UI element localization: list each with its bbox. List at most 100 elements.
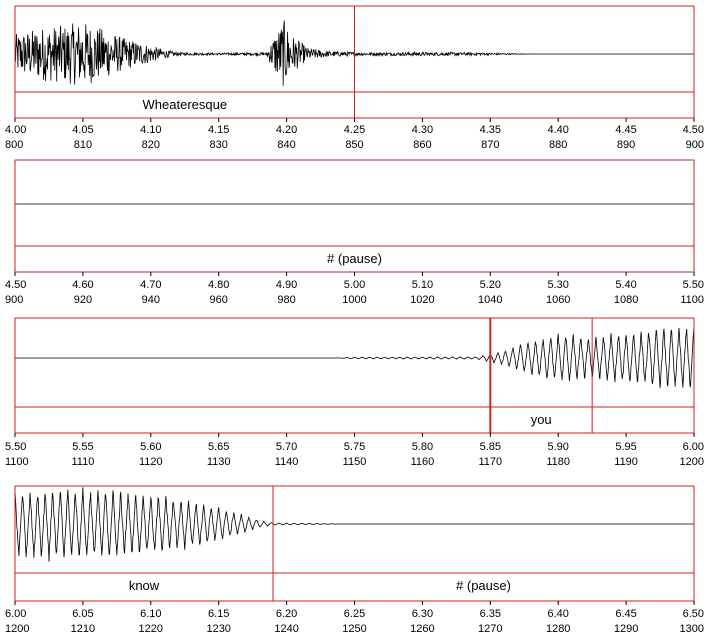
time-tick-label: 6.30 (412, 608, 433, 620)
time-tick-label: 4.20 (276, 124, 297, 136)
time-tick-label: 5.55 (72, 441, 93, 453)
time-tick-label: 6.35 (480, 608, 501, 620)
frame-tick-label: 900 (5, 294, 23, 306)
time-tick-label: 4.60 (72, 279, 93, 291)
time-tick-label: 6.10 (140, 608, 161, 620)
time-tick-label: 4.05 (72, 124, 93, 136)
time-tick-label: 4.30 (412, 124, 433, 136)
frame-tick-label: 1040 (478, 294, 502, 306)
time-tick-label: 6.00 (683, 441, 704, 453)
time-tick-label: 5.90 (547, 441, 568, 453)
frame-tick-label: 1160 (411, 456, 435, 468)
frame-tick-label: 920 (74, 294, 92, 306)
frame-tick-label: 1240 (274, 623, 298, 635)
waveform-panel-2: # (pause) 4.50 900 4.60 920 4.70 940 4.80 960 4.9… (5, 159, 704, 306)
frame-tick-label: 900 (686, 139, 704, 151)
segment-label: Wheateresque (143, 97, 228, 112)
frame-tick-label: 960 (210, 294, 228, 306)
frame-tick-label: 1280 (546, 623, 570, 635)
time-tick-label: 5.30 (547, 279, 568, 291)
frame-tick-label: 870 (481, 139, 499, 151)
time-tick-label: 5.65 (208, 441, 229, 453)
time-tick-label: 5.95 (615, 441, 636, 453)
time-tick-label: 4.90 (276, 279, 297, 291)
time-tick-label: 5.20 (480, 279, 501, 291)
frame-tick-label: 1200 (680, 456, 704, 468)
time-tick-label: 4.10 (140, 124, 161, 136)
frame-tick-label: 860 (413, 139, 431, 151)
time-tick-label: 6.15 (208, 608, 229, 620)
frame-tick-label: 1150 (343, 456, 367, 468)
time-tick-label: 4.80 (208, 279, 229, 291)
time-tick-label: 4.35 (480, 124, 501, 136)
frame-tick-label: 1130 (207, 456, 231, 468)
time-tick-label: 4.50 (683, 124, 704, 136)
time-tick-label: 4.40 (547, 124, 568, 136)
segment-label: you (531, 412, 552, 427)
frame-tick-label: 1210 (71, 623, 95, 635)
segment-label: # (pause) (327, 251, 382, 266)
time-tick-label: 5.50 (683, 279, 704, 291)
time-tick-label: 5.85 (480, 441, 501, 453)
frame-tick-label: 890 (617, 139, 635, 151)
frame-tick-label: 800 (5, 139, 23, 151)
time-tick-label: 5.70 (276, 441, 297, 453)
time-tick-label: 4.15 (208, 124, 229, 136)
frame-tick-label: 1300 (680, 623, 704, 635)
frame-tick-label: 1290 (614, 623, 638, 635)
frame-tick-label: 1110 (71, 456, 94, 468)
time-tick-label: 4.00 (5, 124, 26, 136)
frame-tick-label: 1140 (275, 456, 299, 468)
time-tick-label: 4.50 (5, 279, 26, 291)
time-tick-label: 5.40 (615, 279, 636, 291)
frame-tick-label: 1020 (410, 294, 434, 306)
frame-tick-label: 1200 (5, 623, 29, 635)
waveform-panel-3: you 5.50 1100 5.55 1110 5.60 1120 5.65 1130 5.70 1… (5, 317, 704, 468)
time-tick-label: 5.60 (140, 441, 161, 453)
segment-label: # (pause) (456, 578, 511, 593)
panel-frame (14, 485, 695, 602)
frame-tick-label: 1260 (410, 623, 434, 635)
frame-tick-label: 830 (210, 139, 228, 151)
frame-tick-label: 1000 (342, 294, 366, 306)
frame-tick-label: 1100 (5, 456, 29, 468)
frame-tick-label: 1120 (139, 456, 163, 468)
time-tick-label: 6.45 (615, 608, 636, 620)
time-tick-label: 5.10 (412, 279, 433, 291)
frame-tick-label: 1230 (206, 623, 230, 635)
frame-tick-label: 840 (277, 139, 295, 151)
time-tick-label: 6.20 (276, 608, 297, 620)
time-tick-label: 6.40 (547, 608, 568, 620)
time-tick-label: 6.25 (344, 608, 365, 620)
time-tick-label: 5.50 (5, 441, 26, 453)
frame-tick-label: 810 (74, 139, 92, 151)
frame-tick-label: 1170 (478, 456, 502, 468)
frame-tick-label: 940 (142, 294, 160, 306)
waveform-trace (14, 487, 694, 562)
frame-tick-label: 880 (549, 139, 567, 151)
time-tick-label: 4.25 (344, 124, 365, 136)
time-tick-label: 4.70 (140, 279, 161, 291)
waveform-panel-1: Wheateresque 4.00 800 4.05 810 4.10 820 4.15 830… (5, 5, 704, 151)
frame-tick-label: 1060 (546, 294, 570, 306)
waveform-trace (15, 325, 695, 389)
time-tick-label: 6.05 (72, 608, 93, 620)
frame-tick-label: 850 (345, 139, 363, 151)
time-tick-label: 5.75 (344, 441, 365, 453)
frame-tick-label: 1180 (546, 456, 570, 468)
time-tick-label: 6.50 (683, 608, 704, 620)
frame-tick-label: 1100 (680, 294, 704, 306)
time-tick-label: 6.00 (5, 608, 26, 620)
time-tick-label: 5.00 (344, 279, 365, 291)
waveform-panel-4: know # (pause) 6.00 1200 6.05 1210 6.10 1220 6.1… (5, 485, 704, 635)
frame-tick-label: 820 (142, 139, 160, 151)
frame-tick-label: 1250 (342, 623, 366, 635)
frame-tick-label: 1270 (478, 623, 502, 635)
frame-tick-label: 1190 (614, 456, 638, 468)
time-tick-label: 4.45 (615, 124, 636, 136)
segment-label: know (129, 578, 160, 593)
time-tick-label: 5.80 (412, 441, 433, 453)
frame-tick-label: 1080 (614, 294, 638, 306)
frame-tick-label: 1220 (139, 623, 163, 635)
